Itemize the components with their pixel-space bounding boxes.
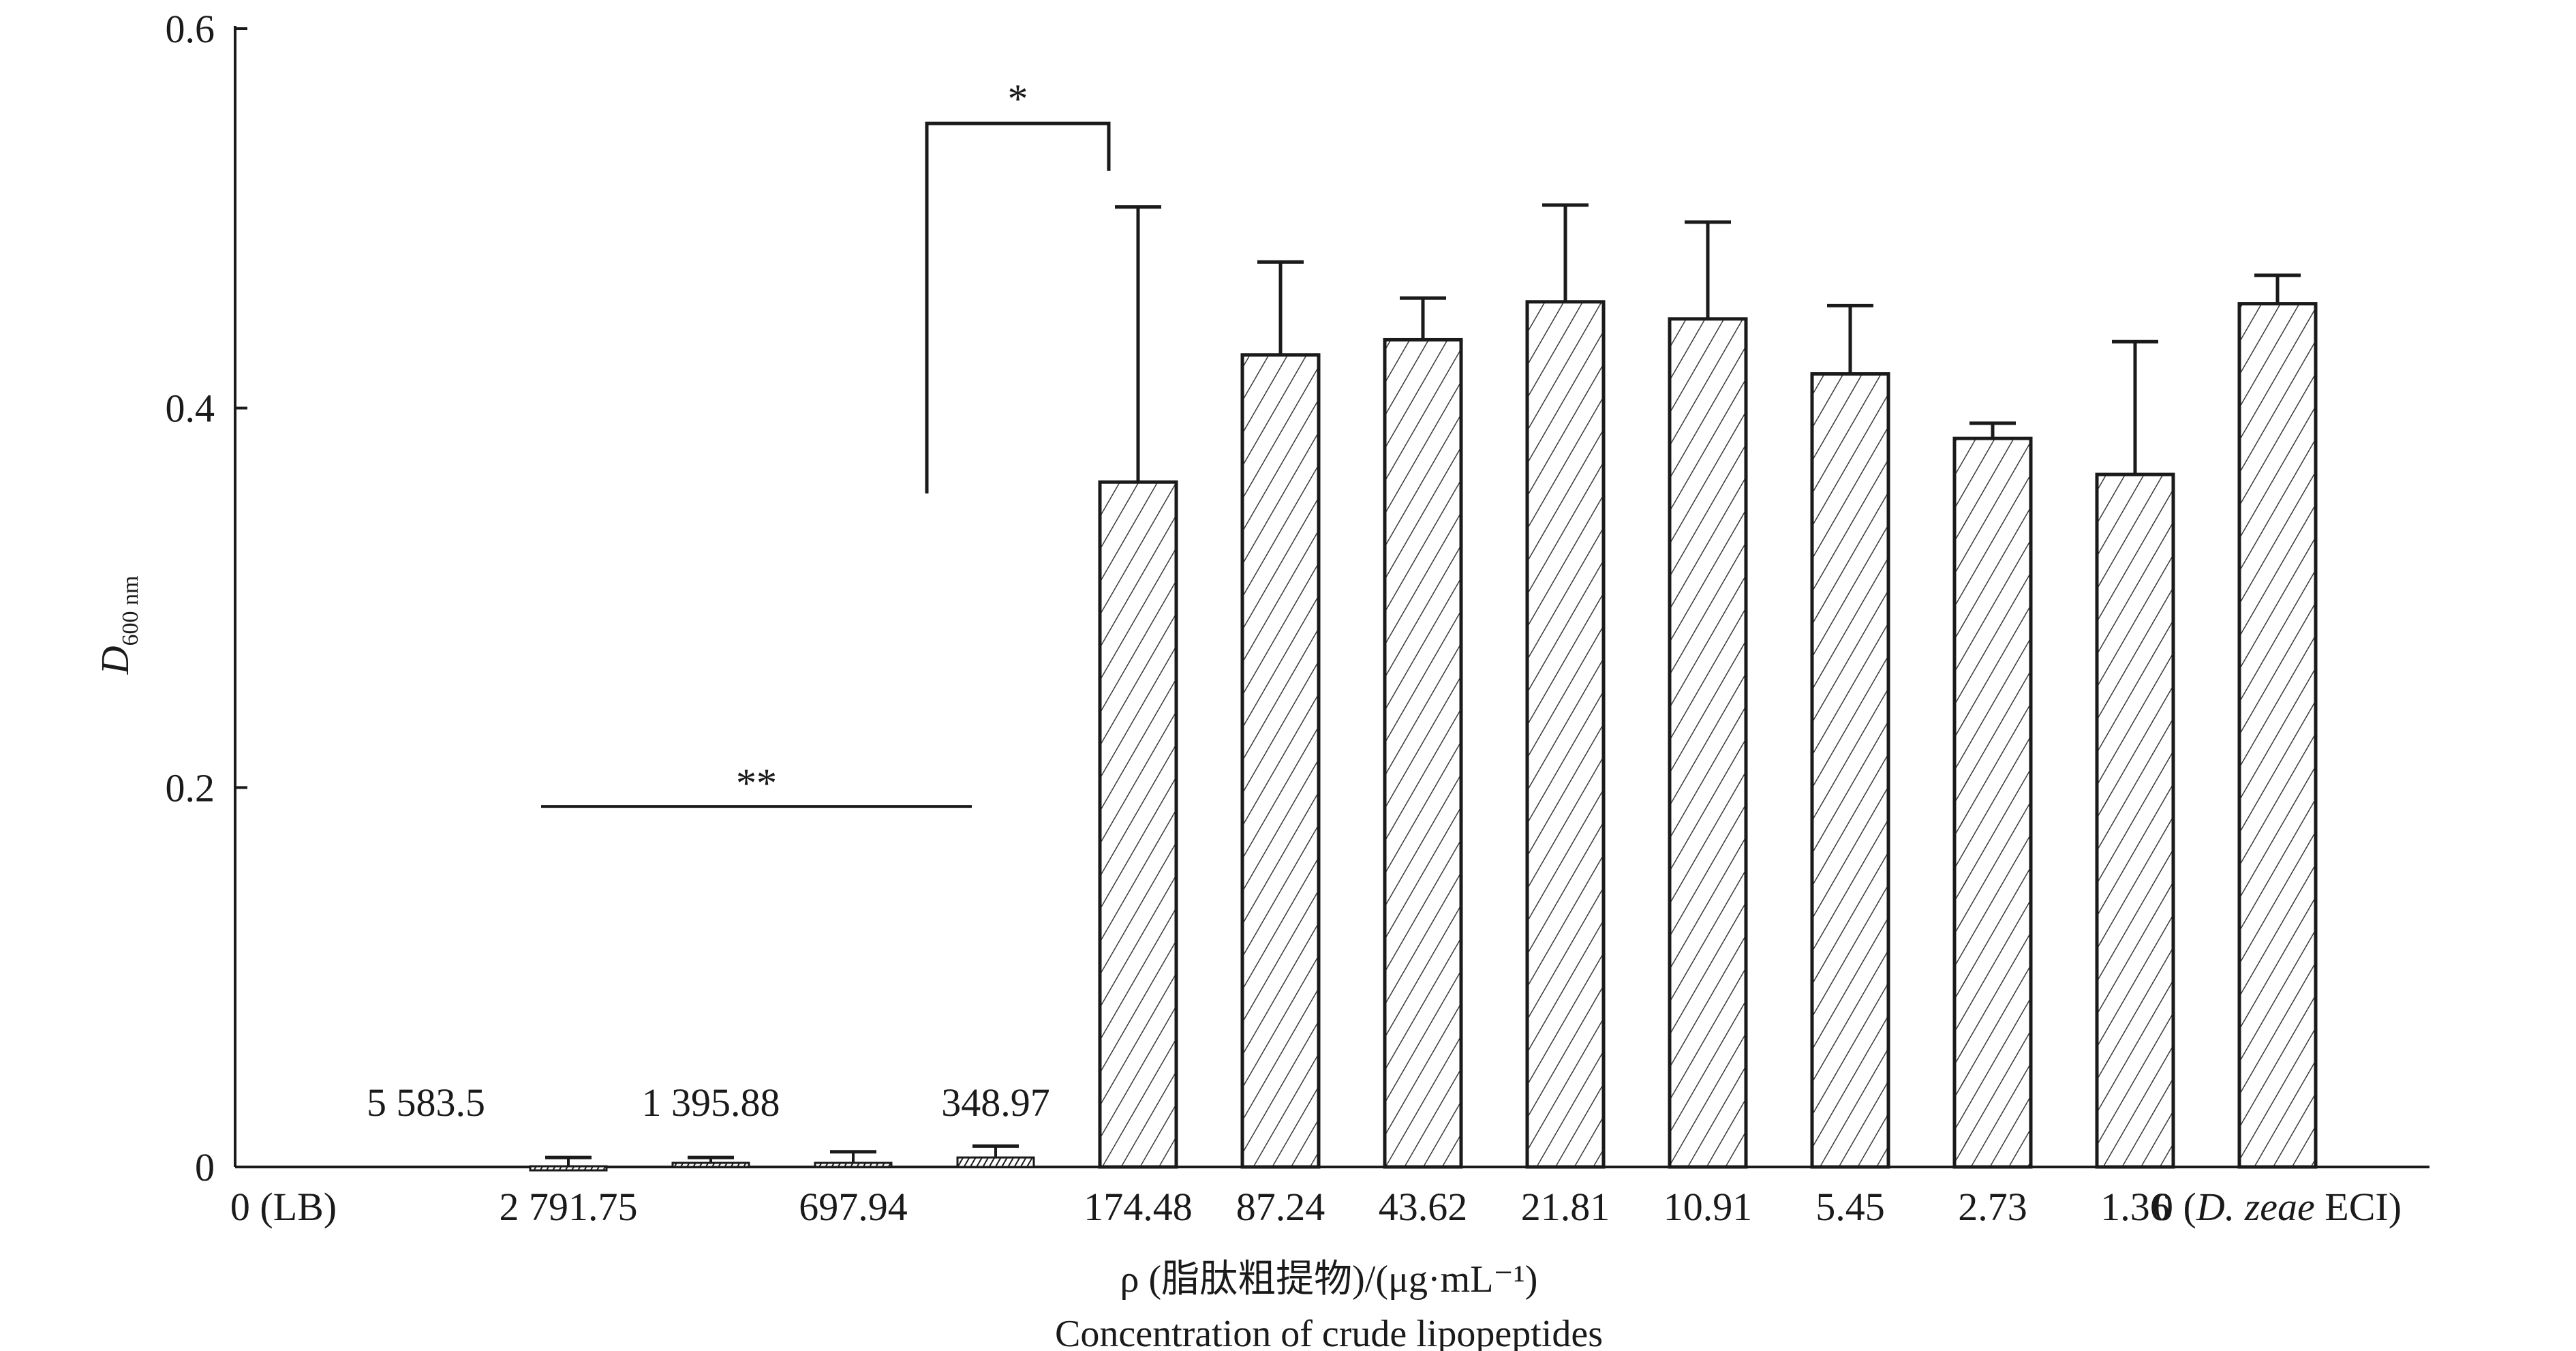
y-axis-label: D600 nm (93, 576, 143, 676)
bar (956, 1156, 1035, 1168)
bar (1525, 300, 1606, 1169)
x-tick-label: 348.97 (941, 1080, 1050, 1125)
bar (2237, 302, 2318, 1169)
bar (1240, 353, 1321, 1169)
bar (2095, 472, 2175, 1169)
bar (1668, 317, 1748, 1169)
y-tick-label: 0.6 (166, 7, 215, 51)
x-tick-label: 21.81 (1521, 1185, 1610, 1229)
x-tick-label: 87.24 (1236, 1185, 1325, 1229)
x-tick-label: 10.91 (1663, 1185, 1753, 1229)
x-tick-label: 697.94 (799, 1185, 908, 1229)
bars-group: 0 (LB) 5 583.5 2 791.75 1 395.88 697.94 348.9… (230, 76, 2402, 1229)
significance-marker: ** (736, 761, 777, 806)
x-tick-label: 0 (D. zeae ECI) (2153, 1185, 2402, 1229)
x-tick-label: 2 791.75 (500, 1185, 638, 1229)
bar (1810, 372, 1890, 1169)
y-axis-title: D600 nm (93, 576, 143, 676)
bar (1383, 337, 1463, 1169)
bar (1098, 480, 1178, 1169)
y-tick-label: 0.2 (166, 765, 215, 810)
bar (671, 1162, 750, 1168)
significance-bracket (925, 121, 1111, 494)
x-axis-title-line1: ρ (脂肽粗提物)/(μg·mL⁻¹) (1120, 1258, 1538, 1301)
x-tick-label: 5 583.5 (367, 1080, 485, 1125)
x-tick-label: 43.62 (1379, 1185, 1468, 1229)
x-tick-label: 174.48 (1084, 1185, 1193, 1229)
x-tick-label: 0 (LB) (230, 1185, 337, 1229)
x-tick-label: 5.45 (1815, 1185, 1885, 1229)
y-tick-label: 0 (195, 1145, 215, 1189)
x-tick-label: 2.73 (1958, 1185, 2027, 1229)
y-tick-label: 0.4 (166, 386, 215, 431)
x-axis-title-line2: Concentration of crude lipopeptides (1055, 1313, 1603, 1351)
x-tick-label: 1.36 (2100, 1185, 2170, 1229)
bar (529, 1165, 608, 1172)
significance-marker: * (1008, 76, 1028, 121)
bar (1952, 436, 2033, 1169)
y-axis-title-main: D (93, 646, 137, 675)
x-tick-label: 1 395.88 (642, 1080, 780, 1125)
bar (814, 1162, 893, 1168)
y-axis-title-subscript: 600 nm (118, 576, 143, 646)
